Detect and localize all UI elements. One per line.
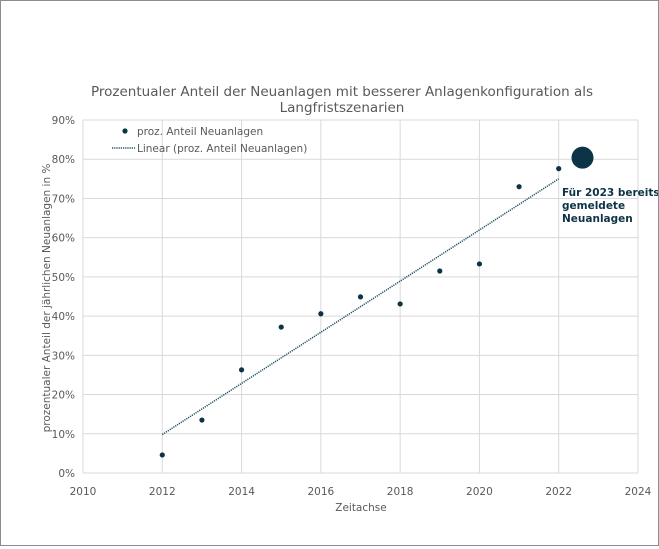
data-point: [437, 268, 443, 274]
y-axis-label: prozentualer Anteil der jährlichen Neuan…: [41, 164, 53, 433]
y-tick-label: 50%: [52, 272, 75, 284]
x-tick-label: 2016: [307, 486, 334, 498]
x-tick-label: 2010: [70, 486, 97, 498]
data-point: [516, 184, 522, 190]
annotation-line-3: Neuanlagen: [562, 213, 633, 225]
legend-label-points: proz. Anteil Neuanlagen: [137, 126, 263, 138]
x-axis-label: Zeitachse: [335, 502, 386, 514]
legend: proz. Anteil Neuanlagen Linear (proz. An…: [112, 126, 307, 155]
y-tick-label: 90%: [52, 115, 75, 127]
x-tick-label: 2018: [387, 486, 414, 498]
x-tick-label: 2020: [466, 486, 493, 498]
y-tick-label: 10%: [52, 429, 75, 441]
y-tick-label: 20%: [52, 390, 75, 402]
highlight-point-2023: [571, 146, 594, 169]
y-tick-label: 40%: [52, 311, 75, 323]
legend-label-trendline: Linear (proz. Anteil Neuanlagen): [137, 143, 307, 155]
data-point: [278, 324, 284, 330]
data-point: [556, 166, 562, 172]
chart-title-line-1: Prozentualer Anteil der Neuanlagen mit b…: [91, 84, 593, 100]
x-tick-label: 2012: [149, 486, 176, 498]
data-point: [238, 367, 245, 373]
highlight-annotation: Für 2023 bereits gemeldete Neuanlagen: [562, 187, 659, 225]
data-point: [397, 301, 403, 307]
annotation-line-1: Für 2023 bereits: [562, 187, 658, 199]
y-tick-label: 80%: [52, 154, 75, 166]
data-point: [199, 417, 205, 423]
x-tick-label: 2014: [228, 486, 255, 498]
trendline: [161, 178, 560, 436]
y-tick-label: 30%: [52, 350, 75, 362]
data-point: [318, 311, 324, 317]
y-tick-label: 60%: [52, 233, 75, 245]
data-point: [476, 261, 483, 267]
y-tick-label: 0%: [58, 468, 75, 480]
annotation-line-2: gemeldete: [562, 200, 625, 212]
x-tick-label: 2024: [625, 486, 652, 498]
chart-title-line-2: Langfristszenarien: [280, 100, 405, 116]
x-tick-label: 2022: [545, 486, 572, 498]
data-point: [159, 452, 165, 458]
legend-marker-points: [122, 128, 128, 134]
data-point: [357, 294, 364, 300]
y-tick-label: 70%: [52, 193, 75, 205]
